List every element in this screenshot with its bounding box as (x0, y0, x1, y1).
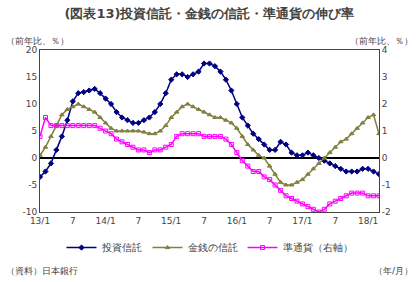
svg-text:金銭の信託: 金銭の信託 (188, 242, 238, 253)
svg-text:5: 5 (31, 126, 37, 136)
svg-text:2: 2 (382, 99, 388, 109)
svg-text:4: 4 (382, 45, 388, 55)
svg-text:-2: -2 (382, 207, 391, 217)
svg-text:準通貨（右軸）: 準通貨（右軸） (283, 242, 353, 253)
svg-text:-5: -5 (28, 180, 37, 190)
svg-text:（前年比、％）: （前年比、％） (350, 36, 413, 46)
svg-text:7: 7 (136, 216, 142, 226)
svg-text:0: 0 (382, 153, 388, 163)
svg-text:7: 7 (201, 216, 207, 226)
svg-text:17/1: 17/1 (292, 216, 312, 226)
svg-text:16/1: 16/1 (227, 216, 247, 226)
svg-text:-10: -10 (22, 207, 37, 217)
svg-text:15/1: 15/1 (161, 216, 181, 226)
svg-text:18/1: 18/1 (358, 216, 378, 226)
svg-text:1: 1 (382, 126, 388, 136)
svg-text:投資信託: 投資信託 (101, 242, 142, 253)
svg-text:3: 3 (382, 72, 388, 82)
svg-text:（年/月）: （年/月） (374, 266, 413, 276)
svg-text:15: 15 (26, 72, 37, 82)
svg-text:（前年比、％）: （前年比、％） (6, 36, 69, 46)
svg-text:(図表13)投資信託・金銭の信託・準通貨の伸び率: (図表13)投資信託・金銭の信託・準通貨の伸び率 (65, 6, 355, 21)
svg-text:14/1: 14/1 (96, 216, 116, 226)
svg-text:20: 20 (26, 45, 38, 55)
svg-text:0: 0 (31, 153, 37, 163)
svg-text:7: 7 (332, 216, 338, 226)
svg-text:13/1: 13/1 (30, 216, 50, 226)
svg-text:7: 7 (267, 216, 273, 226)
svg-text:-1: -1 (382, 180, 391, 190)
svg-text:10: 10 (26, 99, 38, 109)
svg-text:（資料）日本銀行: （資料）日本銀行 (6, 266, 78, 276)
svg-text:7: 7 (70, 216, 76, 226)
